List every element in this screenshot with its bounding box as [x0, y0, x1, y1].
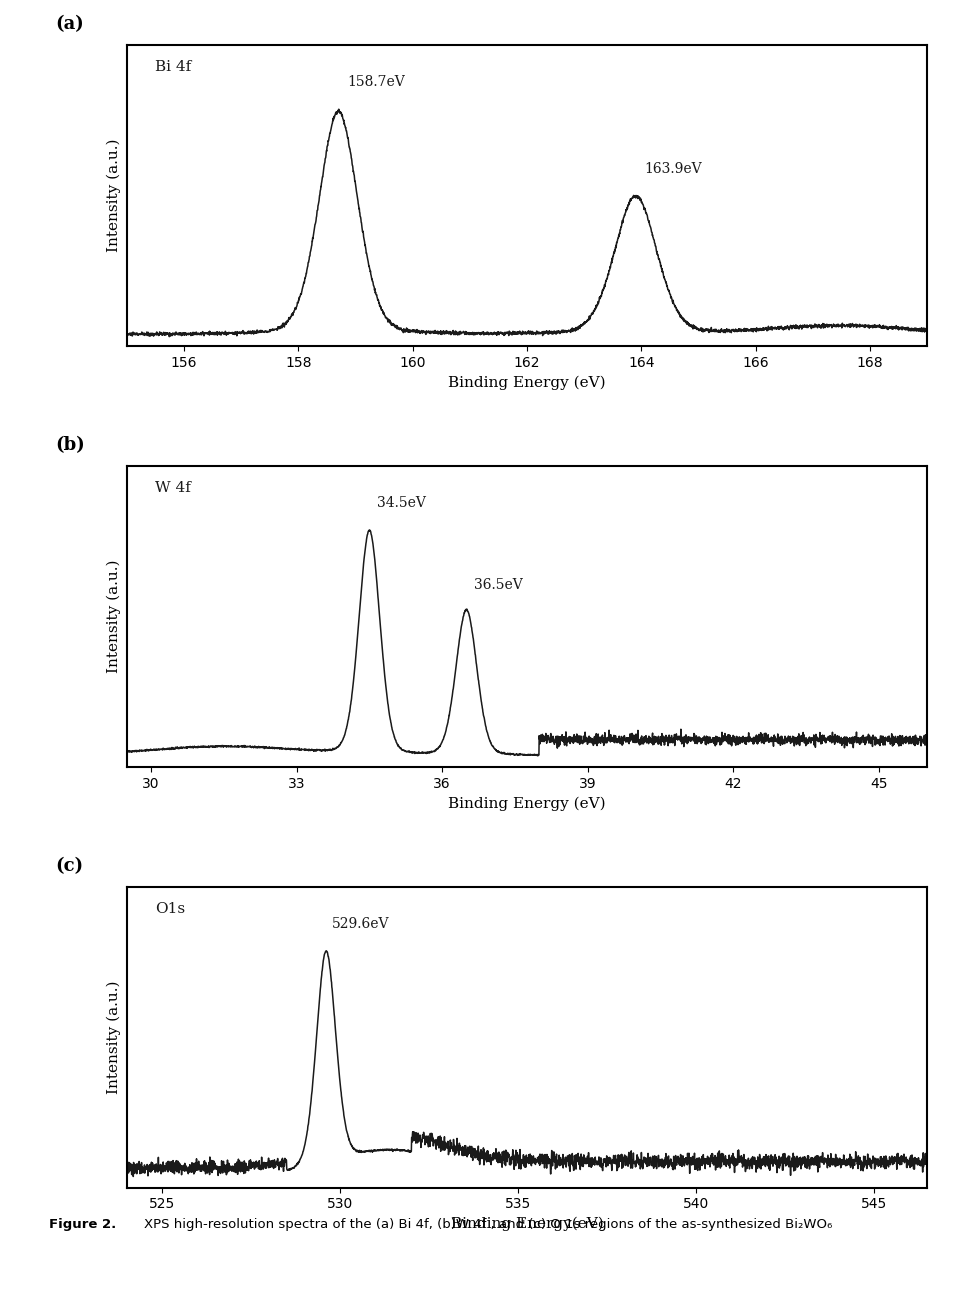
Text: 158.7eV: 158.7eV	[346, 75, 405, 90]
Y-axis label: Intensity (a.u.): Intensity (a.u.)	[107, 980, 121, 1094]
Text: XPS high-resolution spectra of the (a) Bi 4f, (b)W 4f , and (c) O 1s regions of : XPS high-resolution spectra of the (a) B…	[144, 1218, 833, 1231]
Text: 163.9eV: 163.9eV	[644, 162, 702, 177]
Text: 529.6eV: 529.6eV	[332, 918, 388, 931]
X-axis label: Binding Energy (eV): Binding Energy (eV)	[448, 375, 606, 389]
Text: (c): (c)	[55, 857, 83, 875]
Text: (a): (a)	[55, 16, 84, 34]
Text: (b): (b)	[55, 436, 85, 454]
X-axis label: Binding Energy (eV): Binding Energy (eV)	[448, 796, 606, 810]
Text: O1s: O1s	[155, 902, 185, 916]
Text: W 4f: W 4f	[155, 482, 190, 496]
Text: Figure 2.: Figure 2.	[49, 1218, 116, 1231]
Text: 34.5eV: 34.5eV	[377, 496, 426, 510]
Y-axis label: Intensity (a.u.): Intensity (a.u.)	[107, 559, 121, 674]
X-axis label: Binding Energy(eV): Binding Energy(eV)	[451, 1218, 603, 1232]
Y-axis label: Intensity (a.u.): Intensity (a.u.)	[107, 139, 121, 253]
Text: Bi 4f: Bi 4f	[155, 61, 191, 74]
Text: 36.5eV: 36.5eV	[473, 578, 522, 592]
